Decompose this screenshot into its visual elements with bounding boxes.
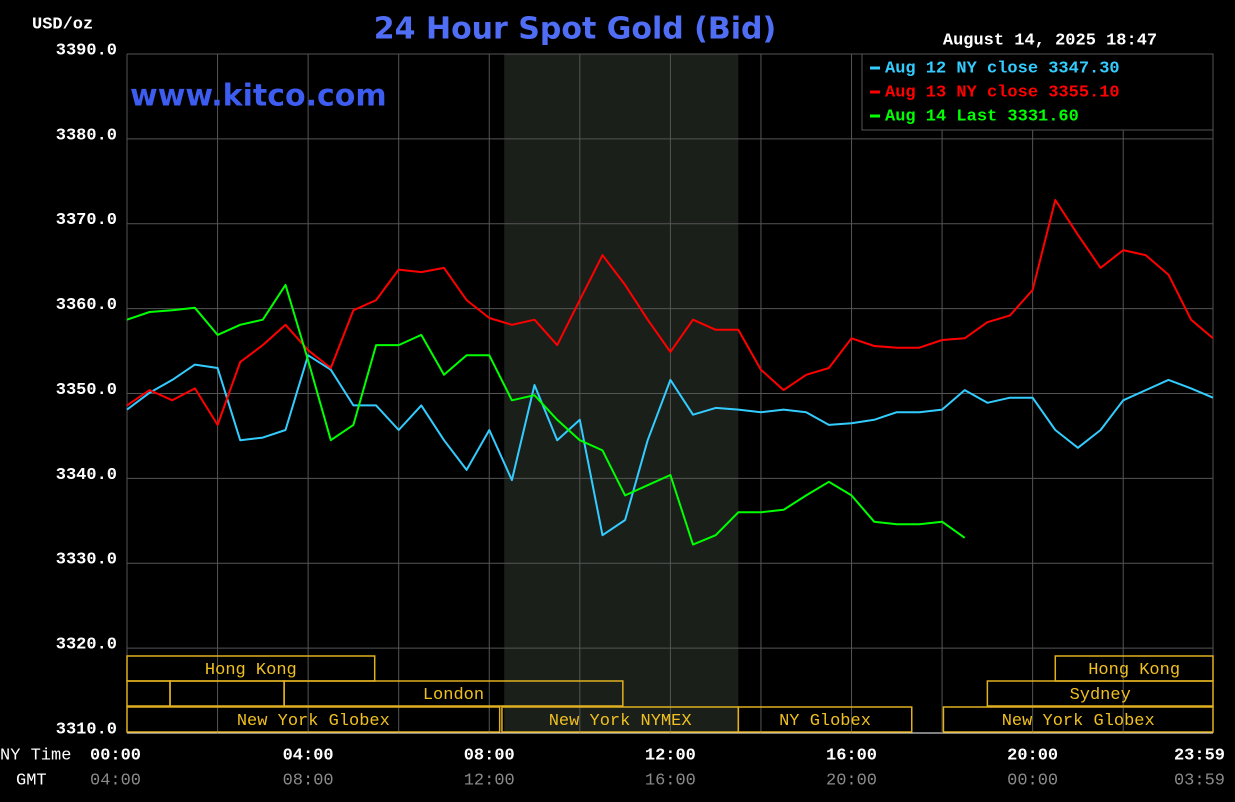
session-label: New York Globex xyxy=(1002,712,1155,731)
timestamp: August 14, 2025 18:47 xyxy=(943,31,1157,50)
session-label: Sydney xyxy=(1070,686,1131,705)
x-tick-label: 04:00 xyxy=(283,746,334,765)
legend-label: Aug 13 NY close 3355.10 xyxy=(885,83,1120,102)
session-label: New York NYMEX xyxy=(549,712,692,731)
session-label: New York Globex xyxy=(237,712,390,731)
gmt-tick-label: 08:00 xyxy=(283,771,334,790)
x-tick-label: 08:00 xyxy=(464,746,515,765)
series-line xyxy=(126,354,1214,537)
legend-box xyxy=(861,53,1214,131)
session-box xyxy=(283,680,624,707)
session-label: Hong Kong xyxy=(205,661,297,680)
x-tick-label: 23:59 xyxy=(1174,746,1225,765)
legend-label: Aug 14 Last 3331.60 xyxy=(885,107,1079,126)
x-axis-label: NY Time xyxy=(0,746,71,765)
y-tick-label: 3370.0 xyxy=(56,211,117,230)
y-tick-label: 3330.0 xyxy=(56,551,117,570)
session-box xyxy=(126,706,501,733)
x-tick-label: 12:00 xyxy=(645,746,696,765)
y-tick-label: 3350.0 xyxy=(56,381,117,400)
session-label: Hong Kong xyxy=(1088,661,1180,680)
x-tick-label: 20:00 xyxy=(1007,746,1058,765)
session-label: NY Globex xyxy=(779,712,871,731)
y-tick-label: 3390.0 xyxy=(56,41,117,60)
plot-back xyxy=(126,53,1214,734)
legend-label: Aug 12 NY close 3347.30 xyxy=(885,59,1120,78)
gmt-tick-label: 12:00 xyxy=(464,771,515,790)
chart-title: 24 Hour Spot Gold (Bid) xyxy=(374,12,776,47)
session-label: London xyxy=(423,686,484,705)
gmt-tick-label: 00:00 xyxy=(1007,771,1058,790)
y-tick-label: 3380.0 xyxy=(56,126,117,145)
x-tick-label: 16:00 xyxy=(826,746,877,765)
watermark: www.kitco.com xyxy=(130,79,387,114)
session-box xyxy=(942,706,1214,733)
y-unit-label: USD/oz xyxy=(32,15,93,34)
gmt-tick-label: 20:00 xyxy=(826,771,877,790)
session-box xyxy=(986,680,1214,707)
gmt-tick-label: 16:00 xyxy=(645,771,696,790)
y-tick-label: 3340.0 xyxy=(56,466,117,485)
y-tick-label: 3310.0 xyxy=(56,720,117,739)
gmt-tick-label: 03:59 xyxy=(1174,771,1225,790)
y-tick-label: 3320.0 xyxy=(56,636,117,655)
y-tick-label: 3360.0 xyxy=(56,296,117,315)
x-axis-label: GMT xyxy=(16,771,47,790)
series-line xyxy=(126,199,1214,426)
series-line xyxy=(126,283,966,546)
gmt-tick-label: 04:00 xyxy=(90,771,141,790)
x-tick-label: 00:00 xyxy=(90,746,141,765)
session-box xyxy=(737,706,913,733)
